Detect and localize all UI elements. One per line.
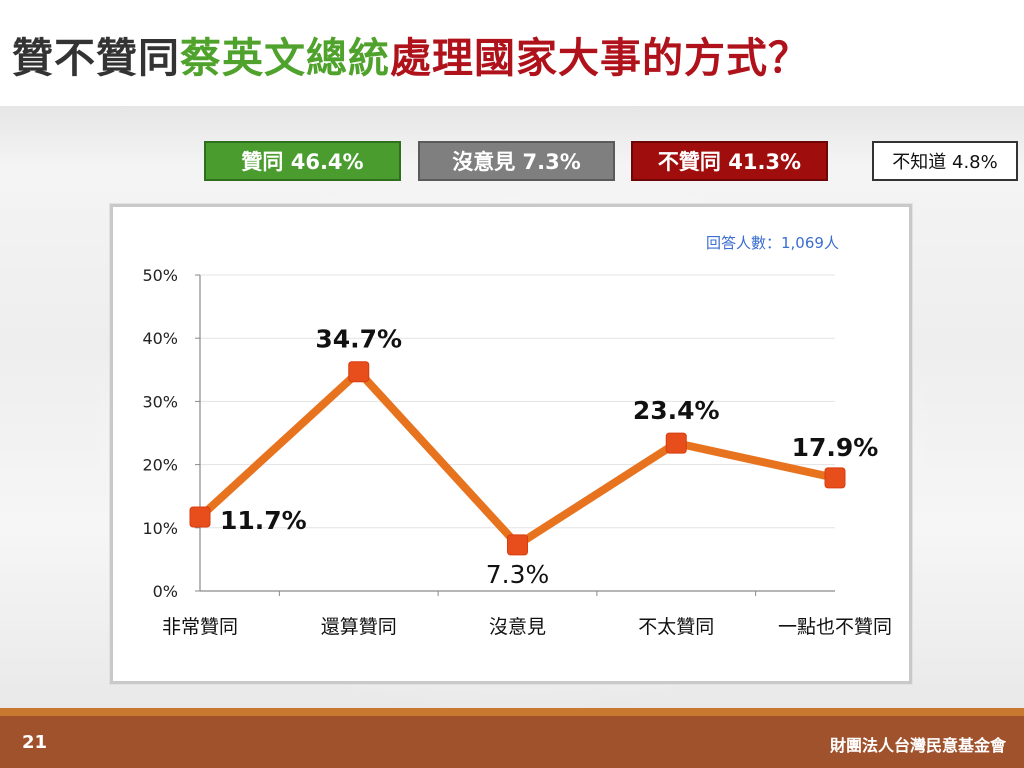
data-point-marker: [665, 432, 687, 454]
x-category-label: 沒意見: [489, 616, 546, 638]
data-point-marker: [189, 506, 211, 528]
slide-title: 贊不贊同蔡英文總統處理國家大事的方式？: [12, 28, 810, 88]
y-tick-label: 20%: [142, 456, 178, 475]
y-tick-label: 40%: [142, 329, 178, 348]
data-point-marker: [507, 534, 528, 556]
summary-disagree: 不贊同 41.3%: [631, 141, 828, 181]
y-tick-label: 30%: [142, 392, 178, 411]
x-category-label: 非常贊同: [162, 616, 238, 638]
data-label: 17.9%: [792, 433, 879, 462]
data-point-marker: [824, 467, 846, 489]
chart-frame: [110, 204, 912, 684]
summary-agree: 贊同 46.4%: [204, 141, 401, 181]
organization-name: 財團法人台灣民意基金會: [829, 736, 1006, 755]
sample-size-note: 回答人數：1,069人: [706, 234, 839, 252]
title-bar: 贊不贊同蔡英文總統處理國家大事的方式？: [0, 0, 1024, 106]
footer-bar: 21 財團法人台灣民意基金會: [0, 708, 1024, 768]
summary-no-opinion: 沒意見 7.3%: [418, 141, 615, 181]
y-tick-label: 10%: [142, 519, 178, 538]
page-number: 21: [22, 732, 48, 753]
data-label: 34.7%: [315, 325, 402, 354]
x-category-label: 還算贊同: [321, 616, 397, 638]
data-point-marker: [348, 361, 370, 383]
y-tick-label: 50%: [142, 266, 178, 285]
data-label: 23.4%: [633, 396, 720, 425]
title-part-3: 處理國家大事的方式？: [390, 34, 810, 82]
x-category-label: 一點也不贊同: [778, 616, 892, 638]
x-category-label: 不太贊同: [638, 616, 714, 638]
summary-unknown: 不知道 4.8%: [872, 141, 1018, 181]
y-tick-label: 0%: [153, 582, 178, 601]
data-label: 7.3%: [486, 560, 550, 589]
title-part-2: 蔡英文總統: [180, 34, 390, 82]
title-part-1: 贊不贊同: [12, 34, 180, 82]
data-label: 11.7%: [220, 506, 307, 535]
